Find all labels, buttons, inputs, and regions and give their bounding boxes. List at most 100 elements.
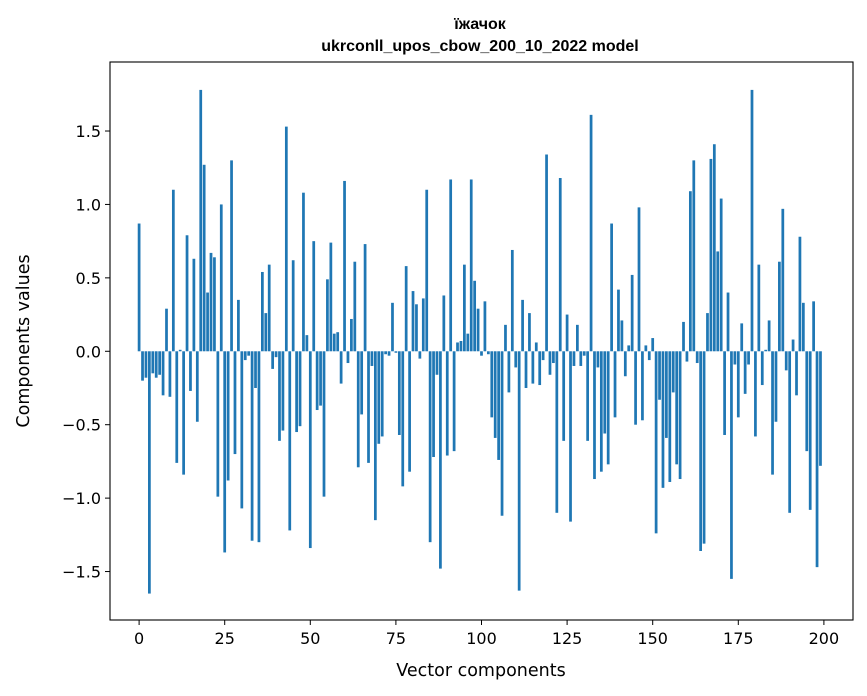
bar bbox=[514, 351, 518, 368]
bar bbox=[723, 351, 726, 435]
bar bbox=[747, 351, 750, 365]
bar bbox=[596, 351, 600, 368]
bar bbox=[692, 160, 696, 352]
bar bbox=[627, 345, 631, 352]
bar bbox=[161, 351, 165, 396]
bar bbox=[661, 351, 665, 488]
x-tick-label: 75 bbox=[386, 629, 406, 648]
bar bbox=[736, 351, 740, 418]
bar bbox=[267, 264, 271, 352]
x-tick-label: 125 bbox=[552, 629, 583, 648]
bar bbox=[189, 351, 192, 391]
y-tick-label: 1.0 bbox=[76, 195, 101, 214]
bar bbox=[576, 324, 579, 352]
bar bbox=[531, 351, 535, 384]
bar bbox=[552, 351, 555, 364]
bar bbox=[284, 126, 288, 352]
bar bbox=[199, 89, 203, 352]
bar bbox=[572, 351, 576, 366]
y-tick-label: −1.5 bbox=[62, 563, 101, 582]
bar bbox=[641, 351, 644, 421]
bar bbox=[137, 223, 141, 352]
bar bbox=[784, 351, 788, 371]
bar bbox=[623, 351, 627, 377]
bar bbox=[555, 351, 559, 513]
bar bbox=[469, 179, 473, 352]
bar bbox=[658, 351, 661, 400]
bar bbox=[421, 298, 425, 352]
bar bbox=[517, 351, 521, 591]
bar bbox=[168, 351, 172, 397]
y-tick-label: 0.0 bbox=[76, 342, 101, 361]
bar bbox=[538, 351, 542, 386]
bar bbox=[630, 274, 634, 352]
bar bbox=[288, 351, 292, 531]
bar bbox=[688, 191, 692, 352]
bar bbox=[599, 351, 603, 472]
bar bbox=[384, 351, 387, 355]
bar bbox=[380, 351, 384, 437]
bar bbox=[370, 351, 374, 366]
bar bbox=[295, 351, 298, 433]
bar bbox=[219, 204, 223, 352]
bar bbox=[483, 301, 487, 352]
bar bbox=[233, 351, 237, 455]
bar bbox=[305, 335, 309, 352]
bar bbox=[247, 351, 251, 356]
bar bbox=[445, 351, 449, 456]
bar bbox=[185, 235, 189, 352]
bar bbox=[699, 351, 702, 551]
bar bbox=[298, 351, 302, 427]
bar bbox=[473, 280, 477, 352]
bar bbox=[367, 351, 370, 463]
y-tick-label: 0.5 bbox=[76, 269, 101, 288]
bar bbox=[654, 351, 658, 534]
bar bbox=[339, 351, 343, 384]
bar bbox=[815, 351, 819, 568]
bar bbox=[254, 351, 257, 388]
bar bbox=[528, 313, 531, 352]
bar bbox=[240, 351, 244, 509]
bar bbox=[805, 351, 809, 452]
bars-group bbox=[137, 89, 822, 594]
bar bbox=[264, 313, 268, 352]
bar bbox=[582, 351, 586, 356]
bar bbox=[558, 178, 562, 352]
bar bbox=[223, 351, 227, 553]
bar bbox=[226, 351, 230, 481]
bar bbox=[562, 351, 566, 441]
bar bbox=[439, 351, 442, 569]
plot-frame bbox=[109, 61, 854, 621]
bar bbox=[589, 114, 593, 352]
y-tick-label: −0.5 bbox=[62, 416, 101, 435]
bar bbox=[250, 351, 254, 541]
x-axis-label: Vector components bbox=[396, 661, 565, 681]
bar bbox=[675, 351, 679, 465]
bar bbox=[801, 302, 805, 352]
bar bbox=[808, 351, 812, 510]
bar bbox=[291, 260, 295, 352]
bar bbox=[678, 351, 682, 480]
bar bbox=[308, 351, 312, 549]
bar bbox=[425, 189, 429, 352]
y-tick-label: 1.5 bbox=[76, 122, 101, 141]
bar bbox=[237, 299, 240, 352]
bar bbox=[545, 154, 548, 352]
bar bbox=[647, 351, 651, 361]
bar bbox=[795, 351, 798, 396]
bar bbox=[178, 349, 182, 352]
bar bbox=[377, 351, 381, 444]
bar bbox=[415, 304, 418, 352]
chart-title: їжачок bbox=[453, 16, 507, 33]
x-tick-label: 50 bbox=[300, 629, 320, 648]
bar bbox=[812, 301, 815, 352]
bar bbox=[620, 320, 624, 352]
bar bbox=[617, 289, 620, 352]
bar bbox=[593, 351, 596, 480]
bar bbox=[278, 351, 281, 441]
bar bbox=[671, 351, 675, 393]
x-tick-label: 0 bbox=[134, 629, 144, 648]
bar bbox=[356, 351, 360, 468]
bar bbox=[702, 351, 706, 544]
